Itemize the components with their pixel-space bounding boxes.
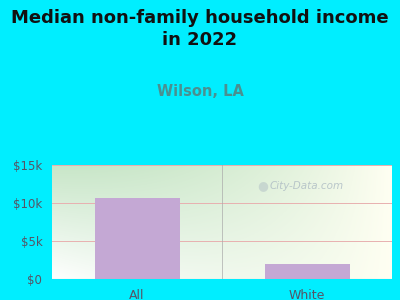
Text: Wilson, LA: Wilson, LA	[156, 84, 244, 99]
Text: Median non-family household income
in 2022: Median non-family household income in 20…	[11, 9, 389, 49]
Text: ●: ●	[257, 179, 268, 192]
Bar	[94, 198, 180, 279]
Text: City-Data.com: City-Data.com	[270, 181, 344, 190]
Bar	[264, 264, 350, 279]
